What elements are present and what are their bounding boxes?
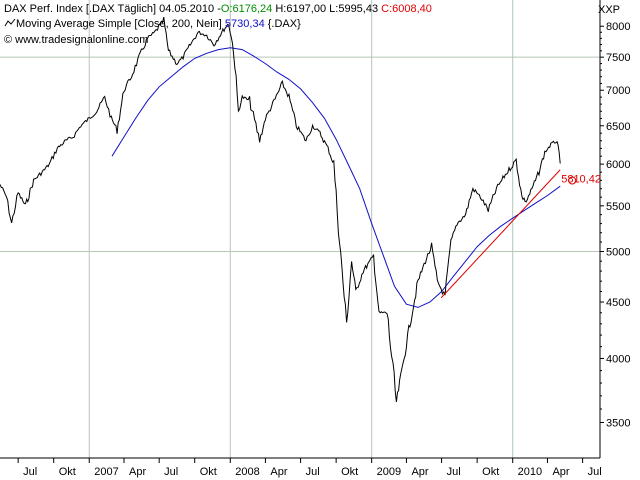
moving-average-value: 5730,34: [224, 18, 265, 30]
x-tick-label: Apr: [270, 466, 287, 478]
price-line: [0, 16, 561, 403]
low-value: L:5995,43: [329, 3, 379, 15]
price-series: [0, 16, 561, 403]
moving-average-label: Moving Average Simple [Close, 200, Nein]: [16, 18, 222, 30]
moving-average-icon: [4, 18, 16, 27]
x-tick-label: Okt: [482, 466, 499, 478]
x-tick-label: 2009: [377, 466, 401, 478]
y-tick-label: 7500: [606, 52, 630, 64]
annotation-label: 5810,42: [561, 174, 601, 186]
x-tick-label: Apr: [129, 466, 146, 478]
annotation-marker: [568, 176, 577, 185]
y-tick-label: 6500: [606, 121, 630, 133]
x-tick-label: Apr: [411, 466, 428, 478]
x-tick-label: Okt: [341, 466, 358, 478]
moving-average-series: [111, 47, 561, 308]
trend-line: [440, 169, 561, 299]
moving-average-suffix: {.DAX}: [267, 18, 301, 30]
source-label: © www.tradesignalonline.com: [4, 34, 149, 46]
x-tick-label: Okt: [59, 466, 76, 478]
bar-date: 04.05.2010: [159, 3, 215, 15]
y-tick-label: 8000: [606, 21, 630, 33]
y-tick-label: 4500: [606, 297, 630, 309]
y-tick-label: 3500: [606, 417, 630, 429]
grid-lines: [0, 0, 600, 458]
x-tick-label: 2007: [94, 466, 118, 478]
y-tick-label: 5500: [606, 201, 630, 213]
scale-label: XXP: [598, 4, 621, 16]
header-ohlc: DAX Perf. Index [.DAX Täglich] 04.05.201…: [4, 2, 432, 17]
header-source: © www.tradesignalonline.com: [4, 33, 148, 48]
trend-series: [440, 169, 561, 299]
open-value: O:6176,24: [220, 3, 273, 15]
x-tick-label: Jul: [164, 466, 178, 478]
moving-average-line: [111, 47, 561, 308]
x-tick-label: Jul: [23, 466, 37, 478]
x-tick-label: 2010: [518, 466, 542, 478]
y-tick-label: 7000: [606, 85, 630, 97]
y-axis-ticks: 3500 4000 4500 5000 5500 6000 6500 7000 7500 8000: [600, 21, 630, 429]
x-tick-label: Okt: [200, 466, 217, 478]
annotations: 5810,42: [561, 174, 601, 186]
x-axis-ticks: Jul Okt 2007 Apr Jul Okt 2008 Apr Jul Okt 2009 Apr J…: [17, 458, 602, 478]
y-tick-label: 6000: [606, 159, 630, 171]
close-value: C:6008,40: [381, 3, 432, 15]
instrument-name: DAX Perf. Index [.DAX Täglich]: [4, 3, 157, 15]
x-tick-label: 2008: [235, 466, 259, 478]
date-separator: -: [217, 3, 221, 15]
x-tick-label: Jul: [447, 466, 461, 478]
x-tick-label: Apr: [552, 466, 569, 478]
high-value: H:6197,00: [275, 3, 327, 15]
x-tick-label: Jul: [588, 466, 602, 478]
header-moving-average: Moving Average Simple [Close, 200, Nein]…: [4, 17, 301, 32]
x-tick-label: Jul: [306, 466, 320, 478]
y-tick-label: 4000: [606, 353, 630, 365]
y-tick-label: 5000: [606, 247, 630, 259]
